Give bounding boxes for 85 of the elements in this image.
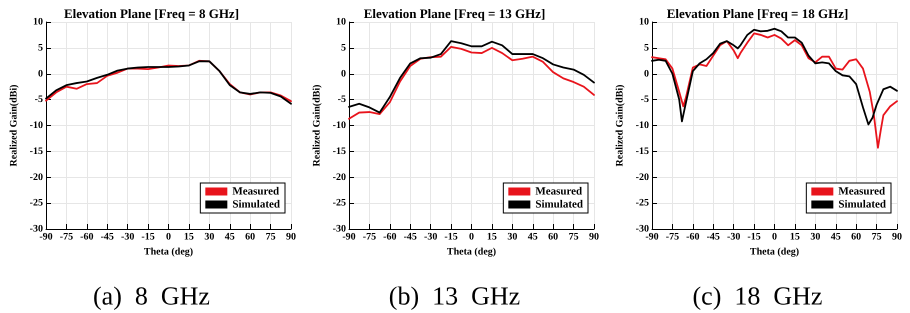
- y-tick-label: 0: [644, 68, 649, 80]
- y-tick-label: 5: [644, 42, 649, 54]
- y-tick-label: -15: [332, 146, 346, 157]
- y-tick-label: -20: [30, 172, 43, 183]
- chart-title: Elevation Plane [Freq = 18 GHz]: [666, 6, 848, 21]
- y-tick-label: -10: [30, 120, 43, 131]
- x-tick-label: -90: [39, 232, 53, 242]
- x-tick-label: -45: [100, 232, 114, 242]
- x-tick-label: -60: [686, 232, 700, 242]
- y-tick-label: -20: [332, 172, 346, 183]
- x-tick-label: -45: [404, 232, 417, 242]
- y-tick-label: -5: [34, 94, 43, 106]
- y-tick-label: -5: [338, 94, 346, 106]
- y-tick-label: -10: [332, 120, 346, 131]
- x-tick-label: 75: [872, 232, 882, 242]
- x-axis-title: Theta (deg): [144, 246, 194, 258]
- x-tick-label: -30: [726, 232, 740, 242]
- y-tick-label: -15: [636, 146, 649, 157]
- y-tick-label: -20: [636, 172, 649, 183]
- x-tick-label: 90: [286, 232, 296, 242]
- x-tick-label: -30: [424, 232, 438, 242]
- y-tick-label: 10: [639, 16, 649, 28]
- x-tick-label: 90: [589, 232, 599, 242]
- y-tick-label: 5: [341, 42, 346, 54]
- y-tick-label: -10: [636, 120, 649, 131]
- y-tick-label: -30: [30, 224, 43, 234]
- x-tick-label: -15: [747, 232, 761, 242]
- y-tick-label: -15: [30, 146, 43, 157]
- x-tick-label: -75: [666, 232, 680, 242]
- y-tick-label: 5: [38, 42, 43, 54]
- chart-title: Elevation Plane [Freq = 13 GHz]: [364, 6, 546, 21]
- x-tick-label: -60: [383, 232, 397, 242]
- x-tick-label: -90: [645, 232, 659, 242]
- x-tick-label: 0: [166, 232, 171, 242]
- x-tick-label: 60: [548, 232, 558, 242]
- y-axis-title: Realized Gain(dBi): [8, 84, 20, 166]
- x-tick-label: 15: [486, 232, 497, 242]
- y-tick-label: 0: [38, 68, 43, 80]
- legend-label: Simulated: [535, 198, 584, 210]
- x-axis-title: Theta (deg): [446, 246, 496, 258]
- legend-label: Simulated: [838, 198, 886, 210]
- x-tick-label: -75: [362, 232, 376, 242]
- legend-label: Measured: [838, 186, 886, 198]
- x-tick-label: -15: [444, 232, 458, 242]
- y-tick-label: -25: [636, 198, 649, 209]
- x-tick-label: 30: [204, 232, 214, 242]
- x-tick-label: 0: [772, 232, 777, 242]
- x-tick-label: -60: [80, 232, 94, 242]
- x-tick-label: 75: [266, 232, 276, 242]
- y-tick-label: -25: [332, 198, 346, 209]
- x-tick-label: -30: [120, 232, 134, 242]
- x-axis-title: Theta (deg): [750, 246, 800, 258]
- x-tick-label: 45: [224, 232, 235, 242]
- chart-title: Elevation Plane [Freq = 8 GHz]: [64, 6, 240, 21]
- x-tick-label: 0: [469, 232, 474, 242]
- legend-label: Simulated: [232, 198, 280, 210]
- y-tick-label: -30: [332, 224, 346, 234]
- x-tick-label: 60: [245, 232, 256, 242]
- x-tick-label: 45: [830, 232, 841, 242]
- x-tick-label: 60: [851, 232, 862, 242]
- text: (a) 8 GHz: [93, 282, 210, 310]
- line-series: [651, 32, 898, 149]
- x-tick-label: -45: [706, 232, 720, 242]
- x-tick-label: -90: [342, 232, 356, 242]
- x-tick-label: -15: [141, 232, 155, 242]
- y-tick-label: 10: [336, 16, 346, 28]
- x-tick-label: 45: [528, 232, 538, 242]
- x-tick-label: 15: [184, 232, 194, 242]
- x-tick-label: -75: [60, 232, 74, 242]
- x-tick-label: 30: [507, 232, 518, 242]
- x-tick-label: 75: [568, 232, 579, 242]
- text: (c) 18 GHz: [692, 282, 822, 310]
- y-tick-label: -25: [30, 198, 43, 209]
- y-axis-title: Realized Gain(dBi): [614, 84, 626, 166]
- y-tick-label: -30: [636, 224, 649, 234]
- y-axis-title: Realized Gain(dBi): [311, 84, 322, 166]
- y-tick-label: -5: [640, 94, 649, 106]
- x-tick-label: 30: [810, 232, 820, 242]
- y-tick-label: 0: [341, 68, 346, 80]
- legend-label: Measured: [535, 186, 582, 198]
- x-tick-label: 15: [790, 232, 800, 242]
- y-tick-label: 10: [33, 16, 43, 28]
- text: (b) 13 GHz: [388, 282, 520, 310]
- x-tick-label: 90: [892, 232, 902, 242]
- legend-label: Measured: [232, 186, 280, 198]
